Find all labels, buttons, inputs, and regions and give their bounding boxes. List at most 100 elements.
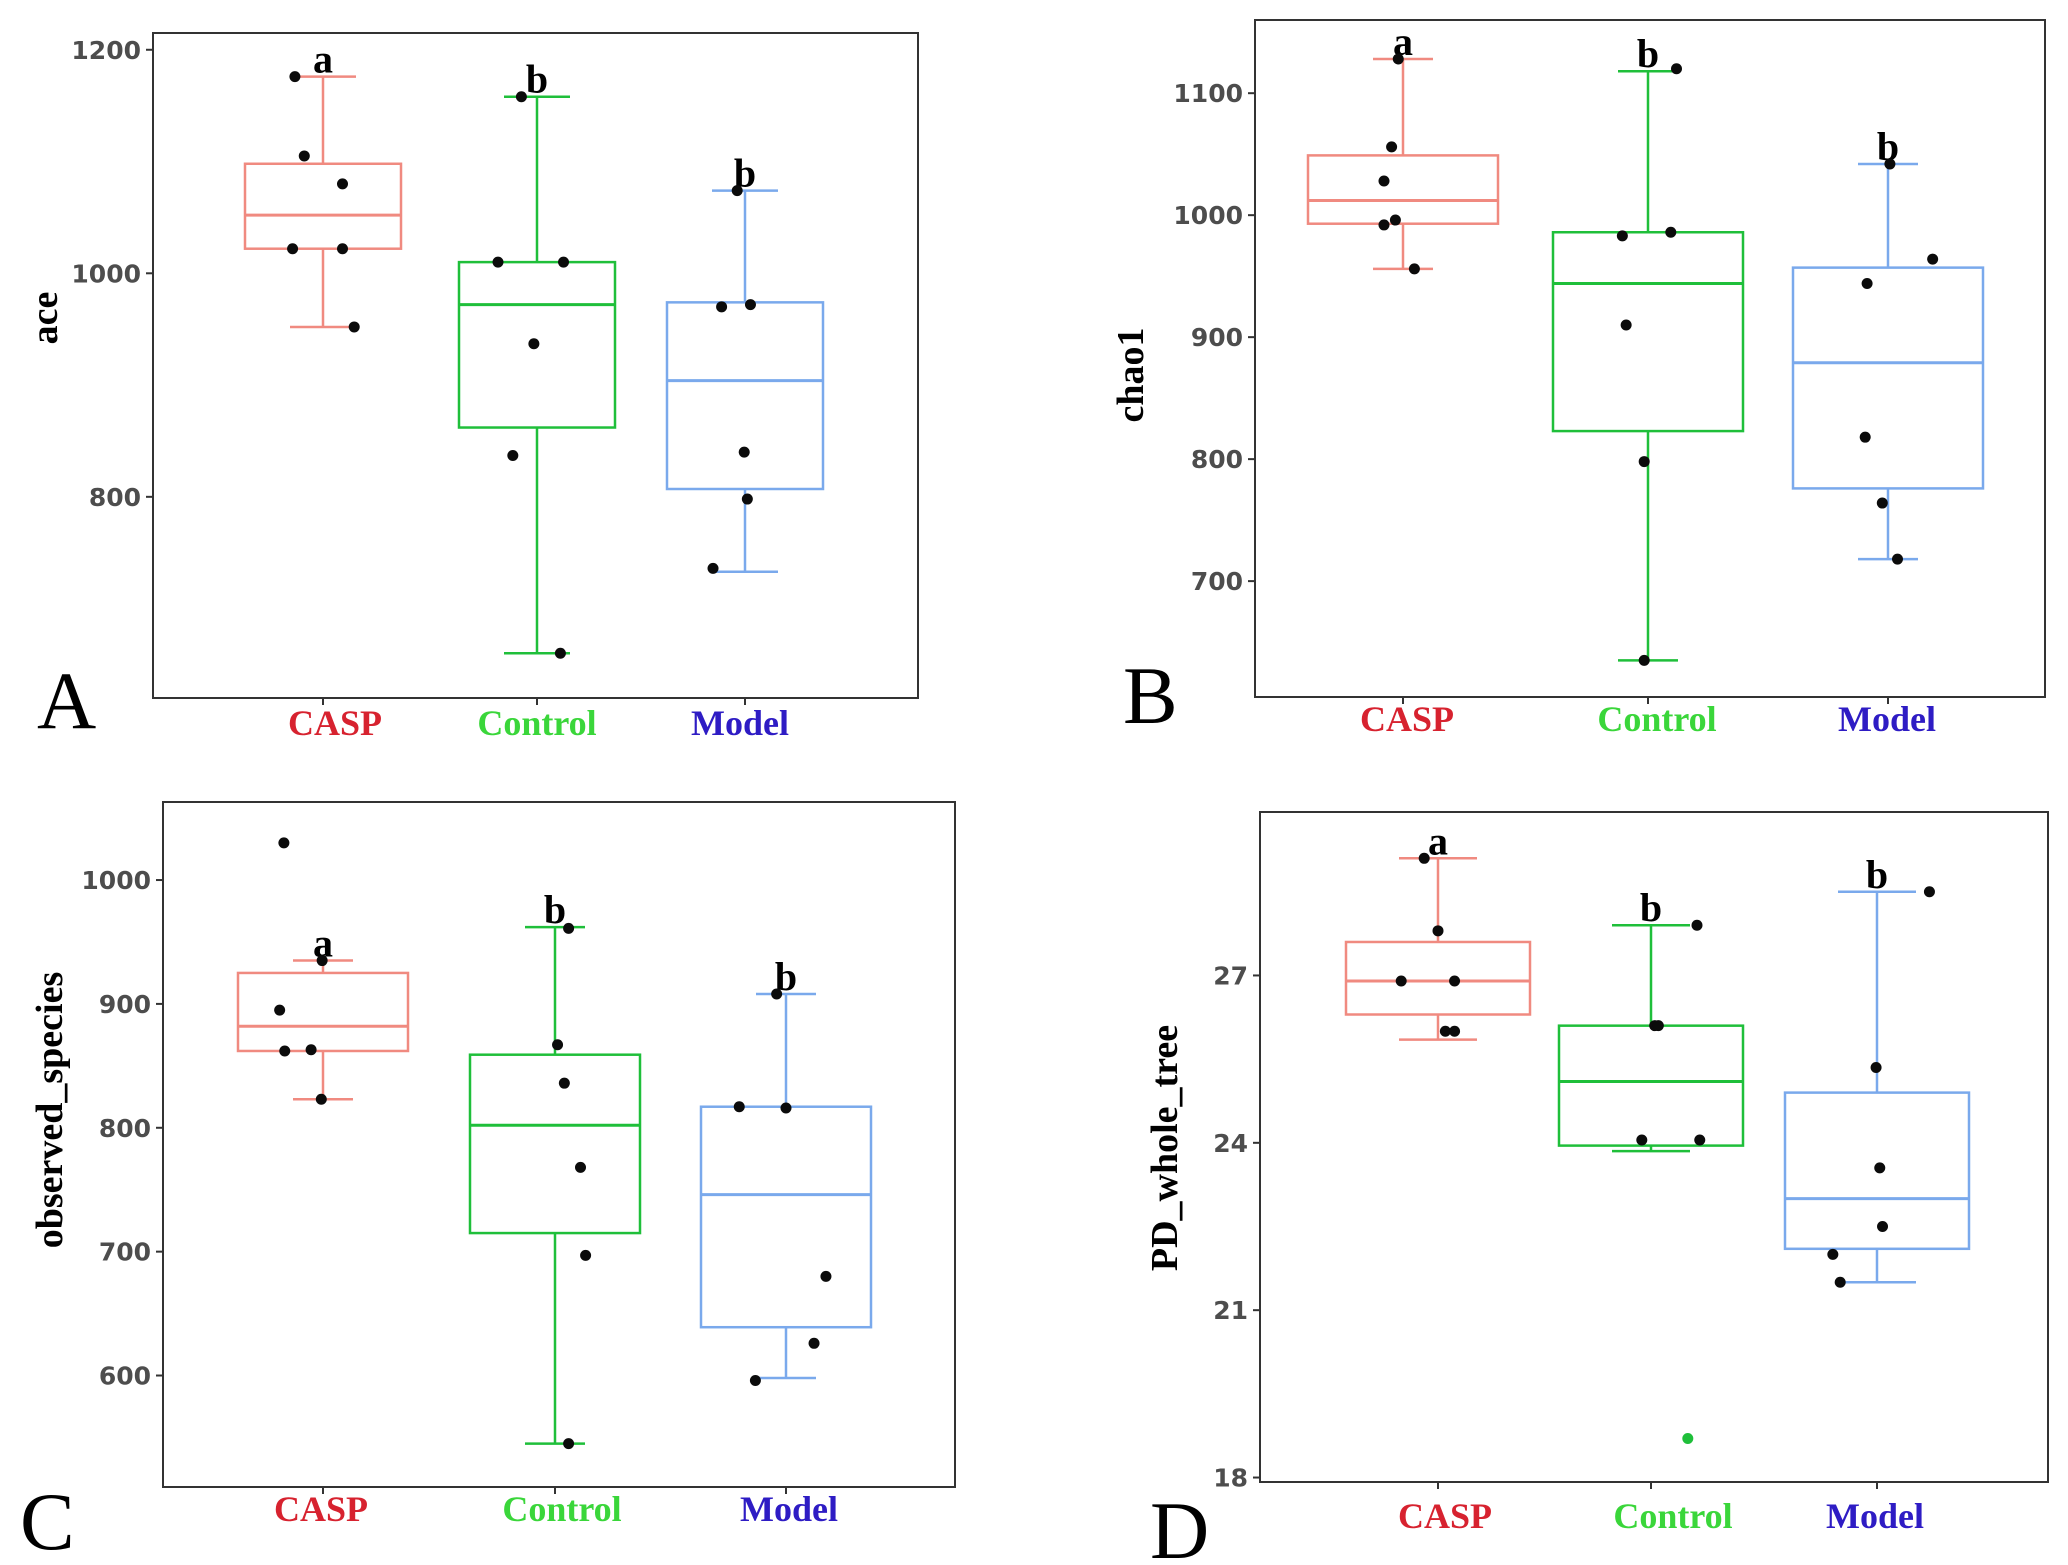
significance-letter: b — [1640, 885, 1662, 930]
box-control: b — [468, 887, 642, 1445]
data-point — [1694, 1134, 1706, 1146]
category-label-model: Model — [1838, 699, 1936, 739]
data-point — [558, 256, 570, 268]
y-tick-label: 24 — [1213, 1129, 1248, 1158]
y-tick-label: 600 — [99, 1362, 151, 1391]
data-point — [1923, 886, 1935, 898]
y-tick-label: 800 — [89, 483, 141, 512]
data-point — [1389, 214, 1401, 226]
data-point — [1884, 158, 1896, 170]
y-tick-label: 18 — [1213, 1464, 1248, 1493]
data-point — [1665, 226, 1677, 238]
category-label-model: Model — [1826, 1496, 1924, 1536]
y-tick-label: 27 — [1213, 961, 1248, 990]
data-point — [507, 449, 519, 461]
data-point — [731, 185, 743, 197]
data-point — [716, 301, 728, 313]
y-tick-label: 1000 — [1173, 201, 1243, 230]
data-point — [528, 338, 540, 350]
y-axis-title: chao1 — [1110, 328, 1152, 423]
y-axis-title: observed_species — [29, 972, 71, 1249]
significance-letter: a — [1393, 19, 1413, 64]
iqr-box — [457, 260, 617, 429]
y-axis-title: PD_whole_tree — [1144, 1025, 1186, 1271]
iqr-box — [1344, 940, 1532, 1016]
significance-letter: a — [313, 37, 333, 82]
box-casp: a — [243, 37, 403, 329]
box-casp: a — [1306, 19, 1500, 271]
category-label-control: Control — [1613, 1496, 1732, 1536]
data-point — [1418, 852, 1430, 864]
data-point — [492, 256, 504, 268]
data-point — [1449, 1025, 1461, 1037]
data-point — [1616, 230, 1628, 242]
data-point — [1392, 53, 1404, 65]
data-point — [744, 299, 756, 311]
iqr-box — [1783, 1091, 1971, 1251]
data-point — [1386, 141, 1398, 153]
iqr-box — [665, 301, 825, 491]
panel-letter: B — [1123, 650, 1178, 741]
panel-d: D PD_whole_tree CASP Control Model 18 21 2… — [1144, 811, 2049, 1565]
data-point — [337, 243, 348, 255]
category-label-control: Control — [1597, 699, 1716, 739]
data-point — [1877, 1220, 1889, 1232]
data-point — [1638, 456, 1650, 468]
category-label-control: Control — [477, 703, 596, 743]
box-casp: a — [1344, 818, 1532, 1041]
data-point — [707, 562, 719, 574]
panel-a: A ace CASP Control Model 800 1000 1200 a b b — [24, 32, 919, 746]
data-point — [580, 1249, 592, 1261]
data-point — [558, 1077, 570, 1089]
data-point — [1378, 175, 1390, 187]
y-tick-label: 1000 — [71, 259, 141, 288]
category-label-model: Model — [691, 703, 789, 743]
significance-letter: b — [1877, 124, 1899, 169]
data-point — [1395, 975, 1407, 987]
data-point — [1927, 253, 1939, 265]
data-point — [1432, 925, 1444, 937]
panel-letter: C — [20, 1476, 75, 1565]
category-label-casp: CASP — [1398, 1496, 1492, 1536]
plot-frame — [1254, 19, 2046, 698]
data-point — [305, 1044, 317, 1056]
y-tick-label: 1200 — [71, 36, 141, 65]
data-point — [1449, 975, 1461, 987]
y-axis-title: ace — [24, 292, 66, 345]
data-point — [278, 837, 290, 849]
data-point — [563, 1438, 575, 1450]
data-point — [348, 321, 360, 333]
data-point — [780, 1102, 792, 1114]
box-control: b — [457, 57, 617, 655]
significance-letter: b — [775, 954, 797, 999]
data-point — [315, 1093, 327, 1105]
data-point — [515, 91, 527, 103]
data-point — [741, 493, 753, 505]
y-tick-label: 800 — [99, 1114, 151, 1143]
data-point — [1408, 263, 1420, 275]
significance-letter: b — [1866, 852, 1888, 897]
data-point — [1682, 1432, 1694, 1444]
data-point — [1870, 1062, 1882, 1074]
data-point — [749, 1374, 761, 1386]
y-tick-label: 900 — [99, 990, 151, 1019]
data-point — [1652, 1020, 1664, 1032]
y-tick-label: 1000 — [81, 866, 151, 895]
data-point — [274, 1004, 286, 1016]
data-point — [552, 1039, 564, 1051]
significance-letter: b — [734, 151, 756, 196]
iqr-box — [468, 1053, 642, 1235]
y-tick-label: 800 — [1191, 445, 1243, 474]
iqr-box — [243, 162, 403, 250]
iqr-box — [1306, 154, 1500, 225]
category-label-casp: CASP — [274, 1489, 368, 1529]
y-tick-label: 700 — [1191, 567, 1243, 596]
category-label-control: Control — [502, 1489, 621, 1529]
significance-letter: b — [544, 887, 566, 932]
data-point — [1671, 63, 1682, 75]
panel-letter: A — [37, 655, 96, 746]
data-point — [279, 1045, 291, 1057]
data-point — [337, 178, 348, 190]
panel-c: C observed_species CASP Control Model 60… — [20, 801, 956, 1565]
data-point — [733, 1101, 745, 1113]
